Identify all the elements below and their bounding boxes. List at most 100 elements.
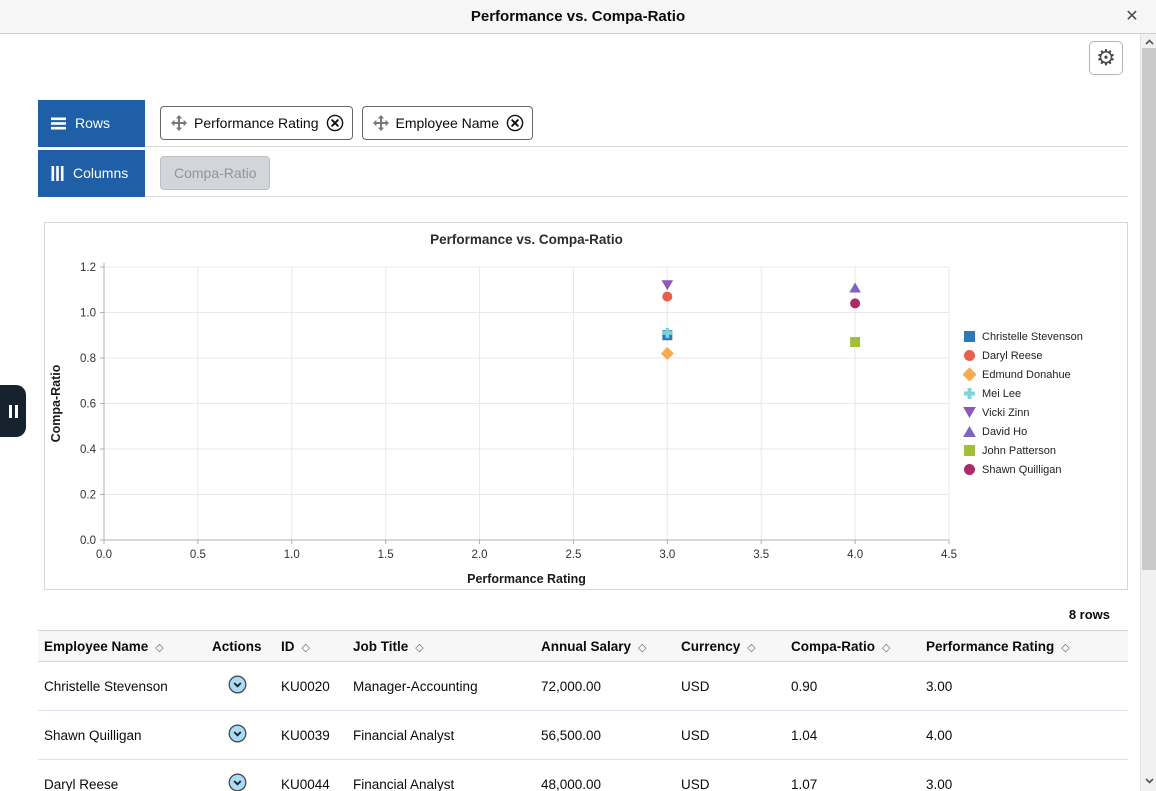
legend-label: Edmund Donahue xyxy=(982,368,1071,381)
remove-field-icon xyxy=(326,114,343,132)
legend-label: Daryl Reese xyxy=(982,349,1043,362)
legend-marker-icon xyxy=(964,445,975,456)
table-header-row: Employee Name ◇ Actions ID ◇ Job Title ◇ Annual… xyxy=(38,630,1128,662)
legend-item: John Patterson xyxy=(963,441,1083,460)
row-actions-button[interactable] xyxy=(228,724,247,743)
column-header-label: Employee Name xyxy=(44,638,149,654)
cell-id: KU0020 xyxy=(275,661,347,711)
cell-annual-salary: 48,000.00 xyxy=(535,759,675,791)
x-tick-label: 4.5 xyxy=(941,549,957,561)
cell-compa-ratio: 1.04 xyxy=(785,710,920,760)
data-point[interactable] xyxy=(661,280,674,291)
cell-compa-ratio: 1.07 xyxy=(785,759,920,791)
legend-marker-icon xyxy=(963,368,976,381)
sort-icon: ◇ xyxy=(882,641,891,654)
x-tick-label: 2.5 xyxy=(565,549,581,561)
scroll-down-icon[interactable] xyxy=(1141,774,1156,788)
column-header-job-title[interactable]: Job Title ◇ xyxy=(347,630,535,662)
sort-icon: ◇ xyxy=(747,641,756,654)
vertical-scrollbar[interactable] xyxy=(1140,34,1156,791)
row-actions-button[interactable] xyxy=(228,675,247,694)
pivot-field-pill[interactable]: Performance Rating xyxy=(160,106,353,140)
column-header-currency[interactable]: Currency ◇ xyxy=(675,630,785,662)
scroll-up-icon[interactable] xyxy=(1141,35,1156,49)
data-point[interactable] xyxy=(662,327,673,338)
cell-annual-salary: 56,500.00 xyxy=(535,710,675,760)
legend-label: Shawn Quilligan xyxy=(982,463,1062,476)
cell-currency: USD xyxy=(675,661,785,711)
x-tick-label: 3.0 xyxy=(659,549,675,561)
sort-icon: ◇ xyxy=(155,641,164,654)
scatter-chart: 0.0 0.5 1.0 1.5 2.0 2.5 3.0 3.5 4.0 4.5 0.0 0.2 0.4 0… xyxy=(49,232,957,586)
column-header-employee-name[interactable]: Employee Name ◇ xyxy=(38,630,206,662)
columns-header: Columns xyxy=(38,149,145,197)
table-row: Shawn Quilligan KU0039 Financial Analyst 56… xyxy=(38,710,1128,760)
column-fields-area: Compa-Ratio xyxy=(145,156,1128,190)
legend-item: Christelle Stevenson xyxy=(963,327,1083,346)
legend-marker-icon xyxy=(963,407,976,418)
column-header-label: Actions xyxy=(212,638,262,654)
legend-label: Vicki Zinn xyxy=(982,406,1030,419)
x-tick-label: 2.0 xyxy=(472,549,488,561)
row-fields-area: Performance Rating Employee Name xyxy=(145,106,1128,140)
column-header-id[interactable]: ID ◇ xyxy=(275,630,347,662)
cell-id: KU0039 xyxy=(275,710,347,760)
row-actions-button[interactable] xyxy=(228,773,247,791)
title-bar: Performance vs. Compa-Ratio ✕ xyxy=(0,0,1156,34)
y-axis-title: Compa-Ratio xyxy=(49,364,63,442)
column-header-label: Annual Salary xyxy=(541,638,632,654)
column-header-annual-salary[interactable]: Annual Salary ◇ xyxy=(535,630,675,662)
legend-marker-icon xyxy=(964,331,975,342)
legend-label: John Patterson xyxy=(982,444,1056,457)
gear-icon[interactable]: ⚙ xyxy=(1089,41,1123,75)
remove-field-button[interactable] xyxy=(506,114,524,132)
column-header-label: Performance Rating xyxy=(926,638,1055,654)
cell-actions xyxy=(206,759,275,791)
cell-employee-name: Daryl Reese xyxy=(38,759,206,791)
cell-actions xyxy=(206,661,275,711)
pivot-field-label: Employee Name xyxy=(395,115,500,131)
rows-header: Rows xyxy=(38,99,145,147)
pivot-field-label: Performance Rating xyxy=(194,115,319,131)
sort-icon: ◇ xyxy=(638,641,647,654)
legend-item: Daryl Reese xyxy=(963,346,1083,365)
sort-icon: ◇ xyxy=(415,641,424,654)
data-point[interactable] xyxy=(850,337,861,348)
related-actions-icon xyxy=(228,724,247,743)
column-header-label: ID xyxy=(281,638,295,654)
data-point[interactable] xyxy=(849,282,861,293)
y-tick-label: 0.8 xyxy=(80,353,96,365)
x-tick-label: 1.0 xyxy=(284,549,300,561)
close-icon[interactable]: ✕ xyxy=(1120,5,1144,29)
cell-job-title: Financial Analyst xyxy=(347,710,535,760)
pivot-field-pill[interactable]: Employee Name xyxy=(361,106,534,140)
x-tick-label: 0.0 xyxy=(96,549,112,561)
legend-label: Christelle Stevenson xyxy=(982,330,1083,343)
cell-id: KU0044 xyxy=(275,759,347,791)
rows-count: 8 rows xyxy=(1068,607,1110,622)
rows-label: Rows xyxy=(75,115,111,131)
expand-side-panel-handle[interactable] xyxy=(0,385,26,437)
column-header-performance-rating[interactable]: Performance Rating ◇ xyxy=(920,630,1128,662)
move-icon xyxy=(372,115,389,131)
employee-table: Employee Name ◇ Actions ID ◇ Job Title ◇ Annual… xyxy=(38,630,1128,791)
legend-item: Shawn Quilligan xyxy=(963,460,1083,479)
legend-item: David Ho xyxy=(963,422,1083,441)
cell-currency: USD xyxy=(675,710,785,760)
column-header-actions: Actions xyxy=(206,630,275,662)
column-header-label: Compa-Ratio xyxy=(791,638,875,654)
y-tick-label: 1.2 xyxy=(80,262,96,274)
data-point[interactable] xyxy=(850,298,861,309)
pivot-controls: Rows Performance Rating Employee Name Col… xyxy=(38,99,1128,200)
related-actions-icon xyxy=(228,773,247,791)
cell-job-title: Manager-Accounting xyxy=(347,661,535,711)
column-header-compa-ratio[interactable]: Compa-Ratio ◇ xyxy=(785,630,920,662)
legend-label: David Ho xyxy=(982,425,1028,438)
remove-field-button[interactable] xyxy=(326,114,344,132)
data-point[interactable] xyxy=(662,291,673,302)
data-point[interactable] xyxy=(660,346,674,360)
legend-marker-icon xyxy=(963,426,976,437)
scrollbar-thumb[interactable] xyxy=(1142,48,1156,570)
y-tick-label: 1.0 xyxy=(80,308,96,320)
